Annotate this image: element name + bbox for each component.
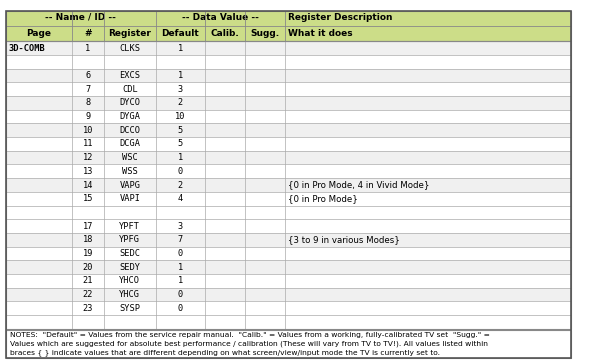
Bar (6, 151, 571, 165)
Text: 0: 0 (178, 303, 183, 312)
Text: Register: Register (109, 28, 151, 37)
Text: DCGA: DCGA (119, 139, 140, 148)
Text: 19: 19 (83, 249, 93, 258)
Text: Sugg.: Sugg. (251, 28, 280, 37)
Bar (6, 96, 571, 110)
Text: 1: 1 (178, 44, 183, 53)
Text: 0: 0 (178, 249, 183, 258)
Text: 2: 2 (178, 180, 183, 189)
Text: SYSP: SYSP (119, 303, 140, 312)
Text: DCCO: DCCO (119, 126, 140, 135)
Text: CDL: CDL (122, 85, 137, 94)
Text: 18: 18 (83, 235, 93, 244)
Text: What it does: What it does (289, 28, 353, 37)
Text: WSS: WSS (122, 167, 137, 176)
Bar (6, 11, 571, 41)
Text: Register Description: Register Description (289, 13, 393, 22)
Text: 3D-COMB: 3D-COMB (8, 44, 46, 53)
Text: YPFT: YPFT (119, 221, 140, 230)
Bar (6, 110, 571, 123)
Bar (6, 137, 571, 151)
Bar (6, 192, 571, 206)
Text: 7: 7 (85, 85, 91, 94)
Text: 14: 14 (83, 180, 93, 189)
Bar (6, 11, 571, 41)
Text: 12: 12 (83, 153, 93, 162)
Text: YHCO: YHCO (119, 276, 140, 285)
Text: 9: 9 (85, 112, 91, 121)
Text: 17: 17 (83, 221, 93, 230)
Text: DYCO: DYCO (119, 98, 140, 107)
Text: #: # (84, 28, 92, 37)
Text: 13: 13 (83, 167, 93, 176)
Bar (6, 123, 571, 137)
Bar (6, 233, 571, 247)
Text: -- Data Value --: -- Data Value -- (182, 13, 259, 22)
Bar (6, 82, 571, 96)
Bar (6, 219, 571, 233)
Bar (6, 41, 571, 55)
Text: 6: 6 (85, 71, 91, 80)
Text: 15: 15 (83, 194, 93, 203)
Text: 3: 3 (178, 221, 183, 230)
Text: 0: 0 (178, 290, 183, 299)
Bar (6, 206, 571, 219)
Bar (6, 69, 571, 82)
Bar (6, 165, 571, 178)
Text: 8: 8 (85, 98, 91, 107)
Bar (6, 315, 571, 329)
Bar (6, 288, 571, 301)
Text: 1: 1 (178, 71, 183, 80)
Bar (6, 55, 571, 69)
Text: 1: 1 (178, 276, 183, 285)
Text: 3: 3 (178, 85, 183, 94)
Bar (6, 274, 571, 288)
Text: 2: 2 (178, 98, 183, 107)
Text: 1: 1 (85, 44, 91, 53)
Text: {0 in Pro Mode, 4 in Vivid Mode}: {0 in Pro Mode, 4 in Vivid Mode} (289, 180, 430, 189)
Text: NOTES:  "Default" = Values from the service repair manual.  "Calib." = Values fr: NOTES: "Default" = Values from the servi… (10, 332, 490, 356)
Bar (6, 247, 571, 260)
Text: WSC: WSC (122, 153, 137, 162)
Text: EXCS: EXCS (119, 71, 140, 80)
Text: SEDY: SEDY (119, 262, 140, 271)
Text: 4: 4 (178, 194, 183, 203)
Text: Default: Default (161, 28, 199, 37)
Text: -- Name / ID --: -- Name / ID -- (46, 13, 116, 22)
Text: YPFG: YPFG (119, 235, 140, 244)
Text: 20: 20 (83, 262, 93, 271)
Text: 23: 23 (83, 303, 93, 312)
Text: 10: 10 (83, 126, 93, 135)
Bar (6, 41, 571, 329)
Text: 5: 5 (178, 126, 183, 135)
Text: VAPG: VAPG (119, 180, 140, 189)
Text: 10: 10 (175, 112, 185, 121)
Text: SEDC: SEDC (119, 249, 140, 258)
Text: {3 to 9 in various Modes}: {3 to 9 in various Modes} (289, 235, 400, 244)
Text: 22: 22 (83, 290, 93, 299)
Text: 1: 1 (178, 153, 183, 162)
Bar (6, 301, 571, 315)
Text: 7: 7 (178, 235, 183, 244)
Text: 1: 1 (178, 262, 183, 271)
Text: {0 in Pro Mode}: {0 in Pro Mode} (289, 194, 358, 203)
Text: YHCG: YHCG (119, 290, 140, 299)
Text: VAPI: VAPI (119, 194, 140, 203)
Bar (6, 260, 571, 274)
Text: 0: 0 (178, 167, 183, 176)
Text: 21: 21 (83, 276, 93, 285)
Text: Page: Page (26, 28, 52, 37)
Text: 5: 5 (178, 139, 183, 148)
Text: 11: 11 (83, 139, 93, 148)
Text: CLKS: CLKS (119, 44, 140, 53)
Text: Calib.: Calib. (211, 28, 239, 37)
Bar (6, 178, 571, 192)
Bar (6, 330, 571, 358)
Text: DYGA: DYGA (119, 112, 140, 121)
